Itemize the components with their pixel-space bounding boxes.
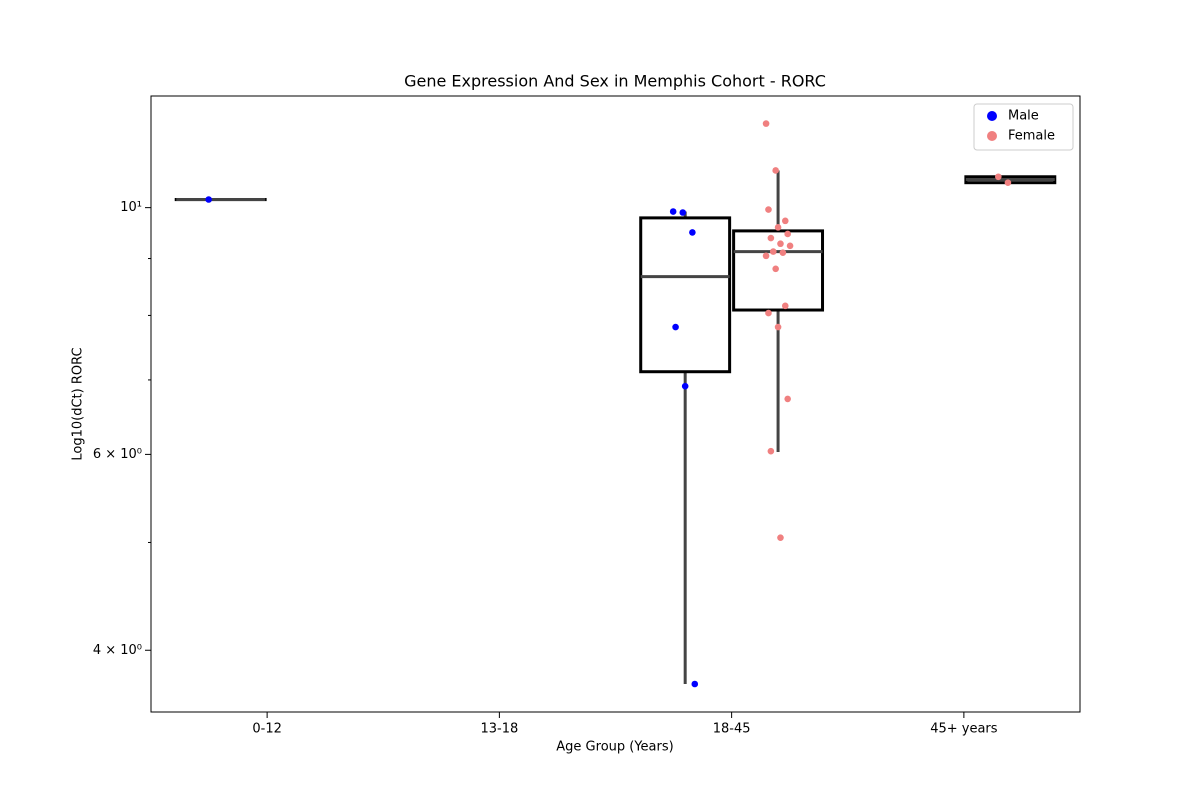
y-axis-label: Log10(dCt) RORC	[71, 347, 86, 460]
x-axis-label: Age Group (Years)	[556, 740, 673, 755]
legend-marker	[987, 131, 997, 141]
data-point	[670, 208, 677, 215]
data-point	[691, 681, 698, 688]
x-tick-label: 13-18	[480, 722, 518, 737]
data-point	[787, 243, 794, 250]
data-point	[768, 235, 775, 242]
data-point	[763, 120, 770, 127]
data-point	[672, 324, 679, 331]
data-point	[205, 196, 212, 203]
data-point	[765, 206, 772, 213]
chart-title: Gene Expression And Sex in Memphis Cohor…	[404, 72, 826, 91]
legend-label: Female	[1008, 129, 1055, 144]
y-tick-label: 6 × 10⁰	[93, 447, 142, 462]
data-point	[772, 167, 779, 174]
data-point	[775, 224, 782, 231]
data-point	[782, 303, 789, 310]
x-tick-label: 18-45	[713, 722, 751, 737]
data-point	[765, 310, 772, 317]
data-point	[689, 229, 696, 236]
x-tick-label: 45+ years	[930, 722, 998, 737]
data-point	[777, 534, 784, 541]
data-point	[772, 266, 779, 273]
data-point	[780, 249, 787, 256]
data-point	[777, 240, 784, 247]
data-point	[768, 448, 775, 455]
y-tick-label: 10¹	[120, 200, 142, 215]
data-point	[784, 231, 791, 238]
data-point	[784, 396, 791, 403]
data-point	[1005, 179, 1012, 186]
data-point	[763, 253, 770, 260]
data-point	[782, 218, 789, 225]
data-point	[770, 248, 777, 255]
y-tick-label: 4 × 10⁰	[93, 643, 142, 658]
data-point	[679, 209, 686, 216]
data-point	[775, 324, 782, 331]
data-point	[995, 173, 1002, 180]
legend-marker	[987, 111, 997, 121]
x-tick-label: 0-12	[252, 722, 282, 737]
data-point	[682, 383, 689, 390]
legend-label: Male	[1008, 109, 1039, 124]
